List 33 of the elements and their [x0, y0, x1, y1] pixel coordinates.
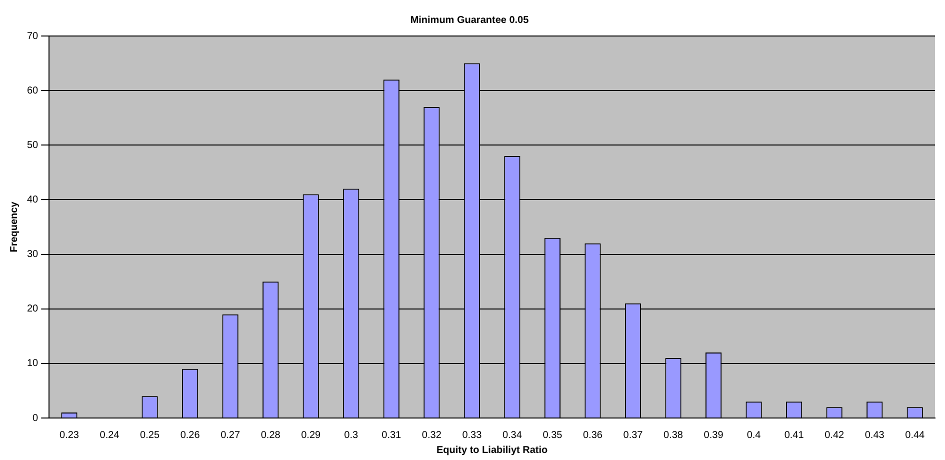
y-tick-label: 40 — [27, 194, 39, 206]
x-tick-label: 0.38 — [664, 430, 684, 441]
x-axis-title: Equity to Liabiliyt Ratio — [436, 444, 548, 456]
x-tick-label: 0.26 — [180, 430, 200, 441]
x-tick-label: 0.33 — [462, 430, 482, 441]
y-tick-label: 10 — [27, 358, 39, 370]
x-tick-label: 0.24 — [100, 430, 120, 441]
x-tick-label: 0.44 — [905, 430, 926, 441]
y-tick-label: 30 — [27, 249, 39, 260]
x-tick-label: 0.29 — [301, 430, 322, 441]
x-tick-label: 0.28 — [260, 430, 281, 441]
x-tick-label: 0.31 — [382, 430, 402, 441]
x-tick-label: 0.25 — [140, 430, 160, 441]
x-tick-label: 0.4 — [746, 430, 762, 441]
x-tick-label: 0.3 — [344, 430, 359, 441]
y-tick-label: 60 — [27, 85, 39, 96]
y-axis-title: Frequency — [8, 201, 20, 252]
y-tick-label: 20 — [27, 304, 39, 315]
x-tick-label: 0.36 — [582, 430, 603, 441]
chart-title: Minimum Guarantee 0.05 — [410, 14, 530, 26]
x-tick-label: 0.43 — [864, 430, 885, 441]
x-tick-label: 0.37 — [623, 430, 644, 441]
y-tick-label: 50 — [27, 140, 39, 151]
y-tick-label: 70 — [27, 30, 39, 42]
x-tick-label: 0.34 — [502, 430, 522, 441]
x-tick-label: 0.41 — [784, 430, 804, 441]
x-tick-label: 0.32 — [422, 430, 442, 441]
x-tick-label: 0.42 — [824, 430, 844, 441]
x-tick-label: 0.39 — [704, 430, 724, 441]
y-tick-label: 0 — [32, 412, 39, 424]
x-tick-label: 0.23 — [60, 430, 80, 441]
x-tick-label: 0.27 — [220, 430, 240, 441]
x-tick-label: 0.35 — [542, 430, 563, 441]
